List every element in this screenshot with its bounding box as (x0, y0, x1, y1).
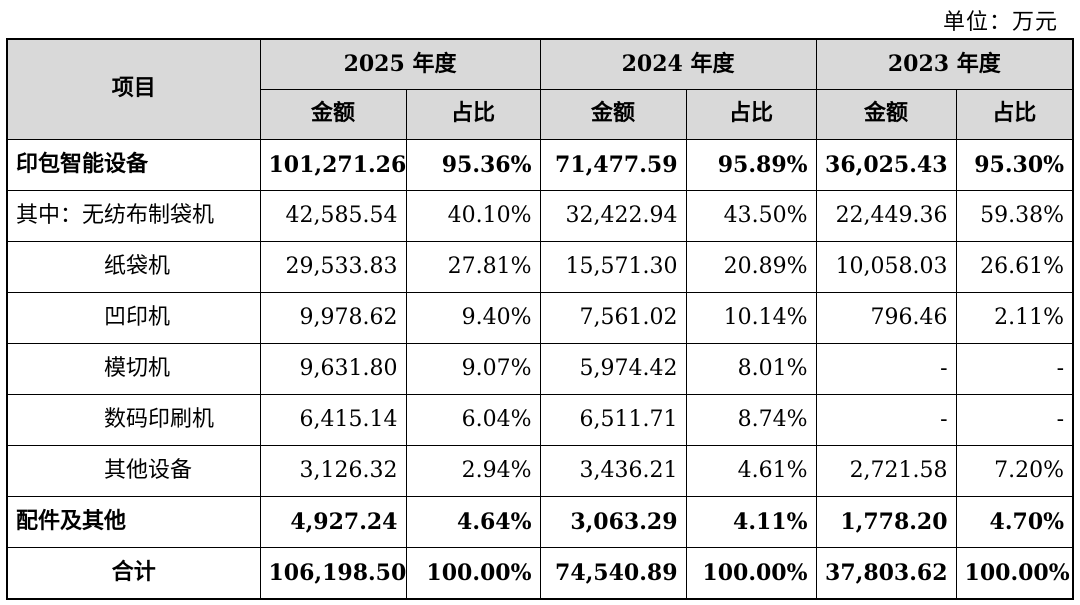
ratio-cell: 27.81% (405, 240, 541, 293)
table-body: 印包智能设备 101,271.26 95.36% 71,477.59 95.89% 36,… (6, 138, 1074, 600)
amount-cell: 3,063.29 (539, 496, 687, 549)
row-label: 其中：无纺布制袋机 (6, 189, 261, 242)
row-label: 模切机 (6, 342, 261, 396)
ratio-cell: 4.70% (955, 496, 1074, 549)
row-label: 合计 (6, 547, 261, 600)
row-label: 配件及其他 (6, 496, 261, 549)
amount-cell: 6,415.14 (259, 394, 407, 447)
ratio-cell: 59.38% (955, 189, 1074, 242)
amount-cell: 6,511.71 (539, 394, 687, 447)
table-row: 配件及其他 4,927.24 4.64% 3,063.29 4.11% 1,778.20 4… (6, 496, 1074, 549)
header-year-2024: 2024 年度 (539, 38, 817, 90)
header-year-2025: 2025 年度 (259, 38, 541, 90)
amount-cell: 42,585.54 (259, 189, 407, 242)
header-row-sub: 金额 占比 金额 占比 金额 占比 (7, 88, 1074, 140)
ratio-cell: 6.04% (405, 394, 541, 447)
table-row: 纸袋机 29,533.83 27.81% 15,571.30 20.89% 10,058.… (6, 240, 1074, 293)
ratio-cell: - (955, 394, 1074, 447)
amount-cell: 32,422.94 (539, 189, 687, 242)
ratio-cell: 40.10% (405, 189, 541, 242)
header-amount: 金额 (259, 88, 407, 140)
amount-cell: - (815, 342, 957, 396)
ratio-cell: 95.30% (955, 138, 1074, 191)
amount-cell: 10,058.03 (815, 240, 957, 293)
row-label: 其他设备 (6, 445, 261, 498)
ratio-cell: 7.20% (955, 445, 1074, 498)
amount-cell: 37,803.62 (815, 547, 957, 600)
table-row: 印包智能设备 101,271.26 95.36% 71,477.59 95.89% 36,… (6, 138, 1074, 191)
ratio-cell: 8.01% (685, 342, 817, 396)
ratio-cell: 2.11% (955, 291, 1074, 344)
row-label: 凹印机 (6, 291, 261, 344)
ratio-cell: 26.61% (955, 240, 1074, 293)
amount-cell: 1,778.20 (815, 496, 957, 549)
amount-cell: 2,721.58 (815, 445, 957, 498)
ratio-cell: 9.40% (405, 291, 541, 344)
header-amount: 金额 (815, 88, 957, 140)
amount-cell: 9,631.80 (259, 342, 407, 396)
row-label: 印包智能设备 (6, 138, 261, 191)
amount-cell: 796.46 (815, 291, 957, 344)
ratio-cell: 100.00% (685, 547, 817, 600)
amount-cell: 4,927.24 (259, 496, 407, 549)
amount-cell: 36,025.43 (815, 138, 957, 191)
table-row: 合计 106,198.50 100.00% 74,540.89 100.00% 37,80… (6, 547, 1074, 600)
ratio-cell: 100.00% (405, 547, 541, 600)
amount-cell: 3,436.21 (539, 445, 687, 498)
ratio-cell: 43.50% (685, 189, 817, 242)
header-ratio: 占比 (685, 88, 817, 140)
ratio-cell: 10.14% (685, 291, 817, 344)
ratio-cell: - (955, 342, 1074, 396)
table-row: 数码印刷机 6,415.14 6.04% 6,511.71 8.74% - - (6, 394, 1074, 447)
header-item: 项目 (6, 38, 261, 140)
amount-cell: 5,974.42 (539, 342, 687, 396)
amount-cell: 101,271.26 (259, 138, 407, 191)
ratio-cell: 100.00% (955, 547, 1074, 600)
header-amount: 金额 (539, 88, 687, 140)
amount-cell: 7,561.02 (539, 291, 687, 344)
amount-cell: 22,449.36 (815, 189, 957, 242)
ratio-cell: 8.74% (685, 394, 817, 447)
row-label: 数码印刷机 (6, 394, 261, 447)
ratio-cell: 95.36% (405, 138, 541, 191)
row-label: 纸袋机 (6, 240, 261, 293)
ratio-cell: 4.64% (405, 496, 541, 549)
ratio-cell: 4.61% (685, 445, 817, 498)
ratio-cell: 20.89% (685, 240, 817, 293)
amount-cell: 15,571.30 (539, 240, 687, 293)
amount-cell: 29,533.83 (259, 240, 407, 293)
amount-cell: 71,477.59 (539, 138, 687, 191)
ratio-cell: 4.11% (685, 496, 817, 549)
amount-cell: 9,978.62 (259, 291, 407, 344)
ratio-cell: 9.07% (405, 342, 541, 396)
amount-cell: 3,126.32 (259, 445, 407, 498)
table-row: 其他设备 3,126.32 2.94% 3,436.21 4.61% 2,721.58 7.… (6, 445, 1074, 498)
table-row: 其中：无纺布制袋机 42,585.54 40.10% 32,422.94 43.50% 2… (6, 189, 1074, 242)
amount-cell: - (815, 394, 957, 447)
header-row-years: 项目 2025 年度 2024 年度 2023 年度 (6, 38, 1074, 140)
amount-cell: 74,540.89 (539, 547, 687, 600)
header-ratio: 占比 (955, 88, 1074, 140)
ratio-cell: 2.94% (405, 445, 541, 498)
table-row: 模切机 9,631.80 9.07% 5,974.42 8.01% - - (6, 342, 1074, 396)
header-year-2023: 2023 年度 (815, 38, 1074, 90)
header-ratio: 占比 (405, 88, 541, 140)
revenue-table: 项目 2025 年度 2024 年度 2023 年度 金额 占比 金额 占比 金… (6, 38, 1075, 600)
table-row: 凹印机 9,978.62 9.40% 7,561.02 10.14% 796.46 2.11… (6, 291, 1074, 344)
unit-label: 单位：万元 (942, 10, 1058, 35)
ratio-cell: 95.89% (685, 138, 817, 191)
amount-cell: 106,198.50 (259, 547, 407, 600)
